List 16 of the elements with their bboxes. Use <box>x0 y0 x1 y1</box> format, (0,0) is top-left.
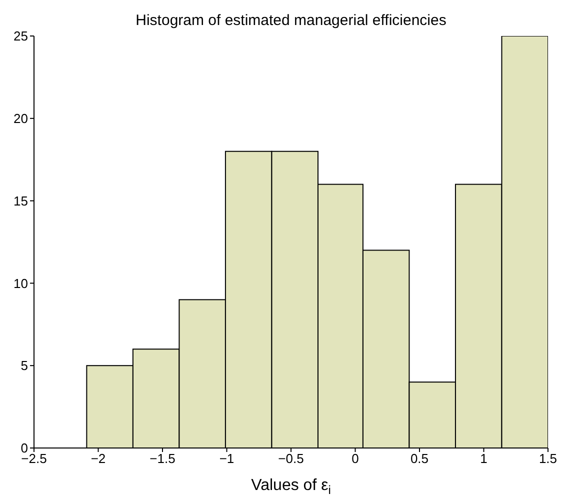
x-tick-label: 1 <box>480 451 488 466</box>
x-tick-label: 1.5 <box>538 451 558 466</box>
x-tick-label: −1.5 <box>150 451 176 466</box>
x-tick-label: −2 <box>90 451 106 466</box>
x-axis-title: Values of ε$_{i}$ <box>251 477 331 498</box>
y-tick-label: 15 <box>14 193 28 208</box>
x-tick-label: −0.5 <box>278 451 304 466</box>
y-tick-label: 10 <box>14 276 28 291</box>
y-tick-label: 20 <box>14 111 28 126</box>
x-tick-label: 0 <box>352 451 359 466</box>
x-tick-label: −1 <box>219 451 234 466</box>
chart-title: Histogram of estimated managerial efficiencies <box>134 12 448 29</box>
y-tick-label: 25 <box>14 28 28 44</box>
x-tick-label: 0.5 <box>410 451 429 466</box>
y-tick-label: 5 <box>20 358 28 374</box>
y-tick-label: 0 <box>20 440 28 456</box>
